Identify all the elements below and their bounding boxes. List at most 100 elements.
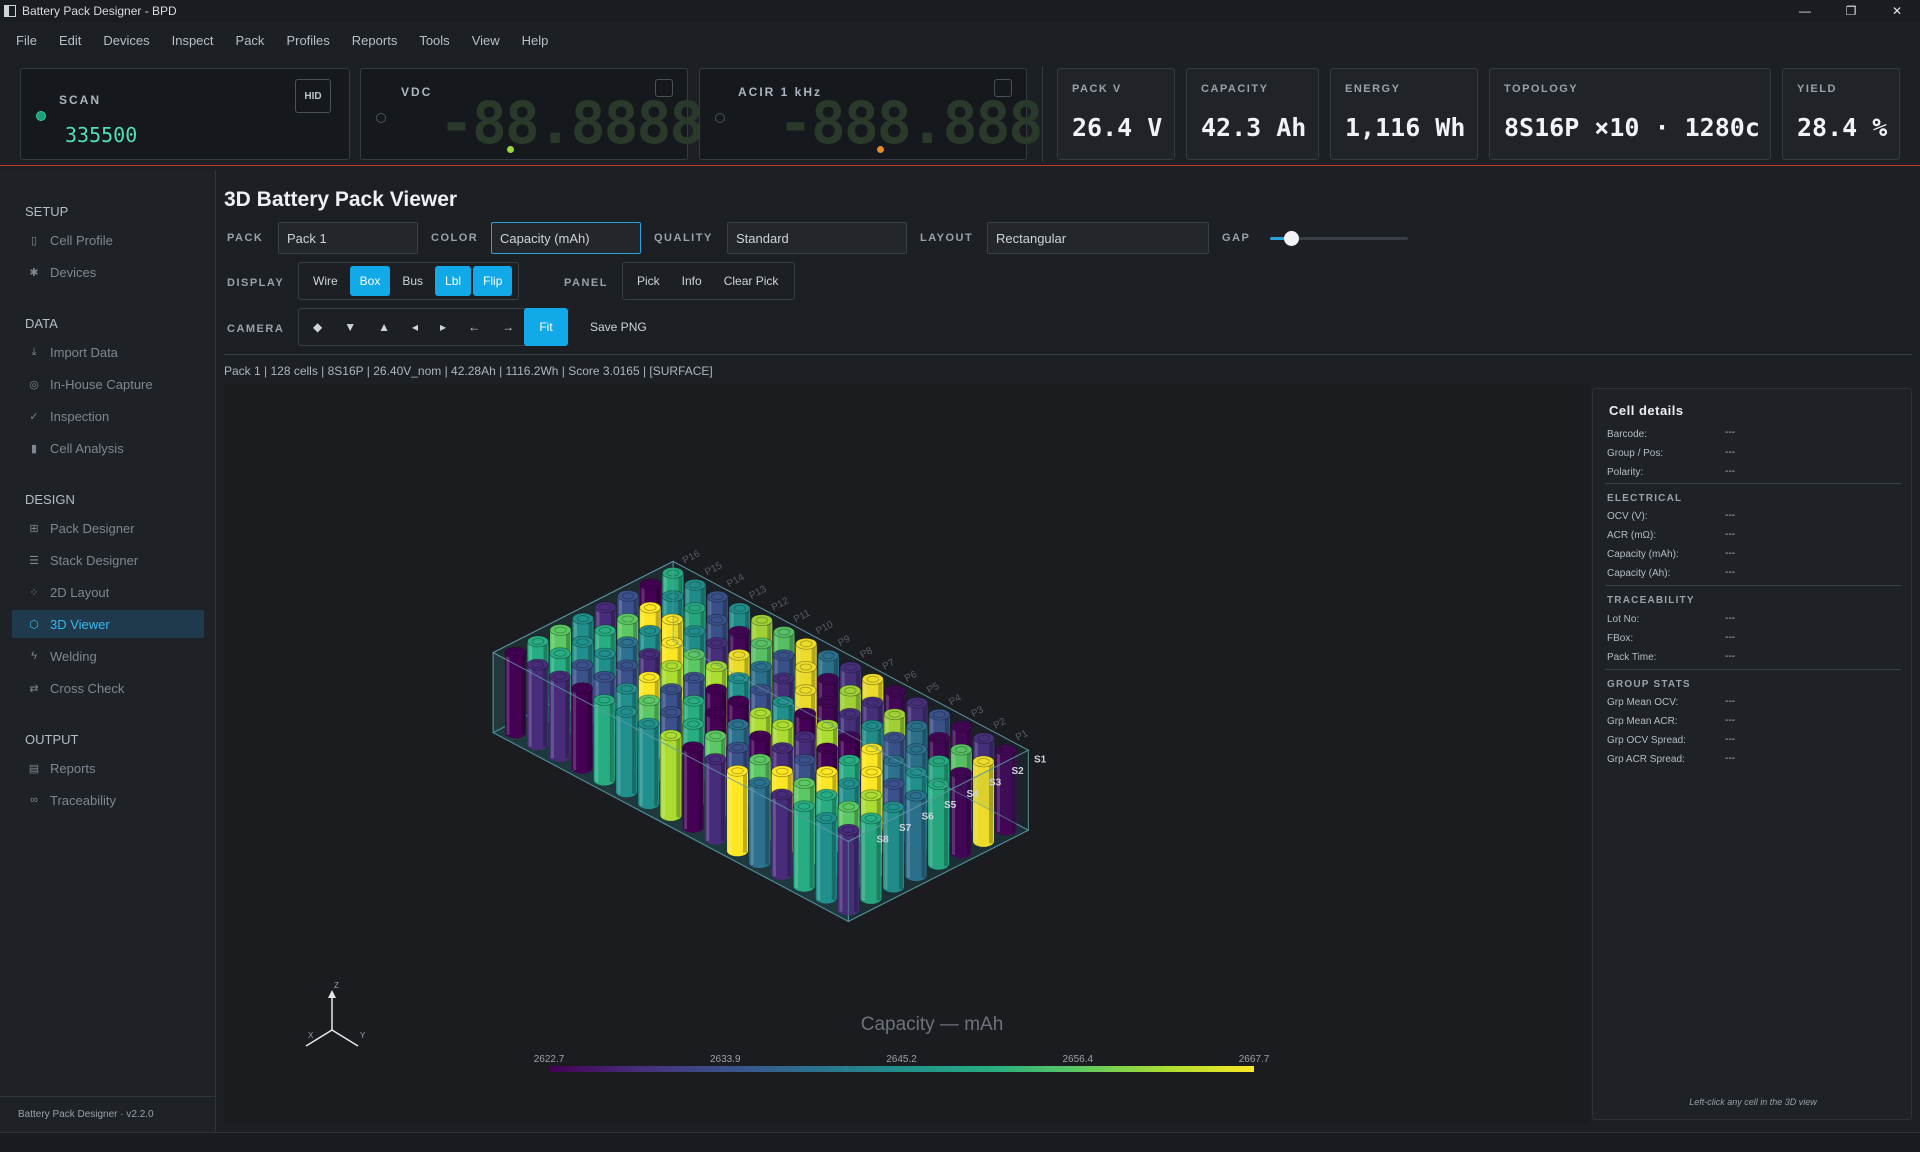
sidebar-section-setup: SETUP [25,204,69,219]
cell-terminal [798,733,812,741]
info-button[interactable]: Info [681,274,702,288]
cell-array[interactable] [504,567,1017,916]
sidebar-item-welding[interactable]: ϟ Welding [12,642,204,670]
parallel-label: P1 [1014,728,1030,744]
cube-icon: ⬡ [29,618,39,631]
menu-help[interactable]: Help [521,32,549,48]
fit-button[interactable]: Fit [524,308,568,346]
menu-edit[interactable]: Edit [58,32,82,48]
sidebar-item-reports[interactable]: ▤ Reports [12,754,204,782]
battery-cell[interactable] [637,717,660,810]
battery-cell[interactable] [571,682,594,774]
parallel-label: P12 [770,595,791,613]
battery-cell[interactable] [771,788,793,880]
battery-cell[interactable] [860,812,882,904]
sidebar-item-cell-profile[interactable]: ▯ Cell Profile [12,226,204,254]
cell-terminal [709,732,722,740]
close-icon[interactable]: ✕ [1891,4,1903,18]
display-bus-button[interactable]: Bus [402,274,424,288]
menu-inspect[interactable]: Inspect [171,32,214,48]
quality-select[interactable]: Standard [727,222,907,254]
menu-devices[interactable]: Devices [103,32,150,48]
menu-tools[interactable]: Tools [419,32,450,48]
battery-cell[interactable] [548,670,571,762]
clear-pick-button[interactable]: Clear Pick [723,274,779,288]
minimize-icon[interactable]: — [1799,4,1811,18]
display-lbl-button[interactable]: Lbl [435,266,472,296]
battery-cell[interactable] [726,764,749,857]
menu-pack[interactable]: Pack [235,32,265,48]
battery-cell[interactable] [927,778,950,870]
display-box-button[interactable]: Box [349,266,391,296]
cell-terminal [977,757,990,765]
layout-select[interactable]: Rectangular [987,222,1209,254]
sidebar-item-import-data[interactable]: ⤓ Import Data [12,338,204,366]
sidebar-item-stack-designer[interactable]: ☰ Stack Designer [12,546,204,574]
battery-cell[interactable] [593,694,616,786]
gap-slider-handle[interactable] [1283,231,1299,246]
battery-cell[interactable] [950,766,972,859]
sidebar-item-inspection[interactable]: ✓ Inspection [12,402,204,430]
menu-profiles[interactable]: Profiles [286,32,330,48]
maximize-icon[interactable]: ❐ [1845,4,1857,18]
battery-cell[interactable] [815,812,838,904]
3d-viewport[interactable]: S1 S2 S3 S4 S5 S6 S7 S8 P1 P2 P3 P4 P5 P6 P7 P8 P9 P10 P11… [224,384,1590,1124]
cell-top [571,635,594,648]
sidebar-item-3d-viewer[interactable]: ⬡ 3D Viewer [12,610,204,638]
group-stats-heading: GROUP STATS [1607,679,1691,690]
pack-select[interactable]: Pack 1 [278,222,418,254]
save-png-button[interactable]: Save PNG [590,320,647,334]
battery-cell[interactable] [882,801,905,893]
camera-front-icon[interactable]: ▼ [344,320,357,334]
cell-top [771,718,794,731]
sidebar-item-in-house-capture[interactable]: ◎ In-House Capture [12,370,204,398]
battery-cell[interactable] [504,646,527,739]
menu-file[interactable]: File [16,32,37,48]
rotate-left-icon[interactable]: ← [468,320,481,334]
battery-cell[interactable] [704,753,727,845]
cell-top [839,661,862,674]
camera-iso-icon[interactable]: ◆ [313,320,323,334]
3d-scene[interactable]: S1 S2 S3 S4 S5 S6 S7 S8 P1 P2 P3 P4 P5 P6 P7 P8 P9P10P11… [224,384,1590,1124]
detail-acr-spread-value: --- [1725,753,1735,764]
battery-cell[interactable] [837,823,860,916]
cell-terminal [955,746,968,754]
rotate-right-icon[interactable]: → [502,320,515,334]
cell-terminal [932,780,945,788]
hid-button[interactable]: HID [295,79,331,113]
display-wire-button[interactable]: Wire [313,274,338,288]
cell-terminal [753,755,767,763]
cell-top [594,624,617,637]
battery-cell[interactable] [748,776,771,869]
sidebar-item-cross-check[interactable]: ⇄ Cross Check [12,674,204,702]
detail-key: Group / Pos: [1607,448,1664,459]
sidebar-item-2d-layout[interactable]: ⁘ 2D Layout [12,578,204,606]
battery-cell[interactable] [659,729,682,821]
camera-right-icon[interactable]: ▸ [440,320,447,334]
battery-cell[interactable] [905,789,927,882]
series-label: S7 [899,823,912,834]
color-select[interactable]: Capacity (mAh) [491,222,641,254]
sidebar-item-devices[interactable]: ✱ Devices [12,258,204,286]
pick-button[interactable]: Pick [637,274,660,288]
menu-reports[interactable]: Reports [351,32,398,48]
battery-cell[interactable] [995,744,1017,836]
display-flip-button[interactable]: Flip [473,266,513,296]
battery-cell[interactable] [682,741,705,833]
cell-terminal [888,687,902,695]
cell-top [817,672,839,685]
battery-cell[interactable] [526,658,549,751]
sidebar-item-cell-analysis[interactable]: ▮ Cell Analysis [12,434,204,462]
axis-z-arrow [328,990,336,998]
sidebar-item-pack-designer[interactable]: ⊞ Pack Designer [12,514,204,542]
battery-cell[interactable] [615,705,638,798]
sidebar-item-traceability[interactable]: ∞ Traceability [12,786,204,814]
camera-left-icon[interactable]: ◂ [412,320,419,334]
acir-enable-checkbox[interactable] [994,79,1012,97]
gap-slider[interactable] [1270,231,1408,246]
vdc-enable-checkbox[interactable] [655,79,673,97]
menu-view[interactable]: View [471,32,500,48]
camera-top-icon[interactable]: ▲ [378,320,391,334]
battery-cell[interactable] [793,800,815,892]
title-bar: Battery Pack Designer - BPD — ❐ ✕ [0,0,1920,22]
